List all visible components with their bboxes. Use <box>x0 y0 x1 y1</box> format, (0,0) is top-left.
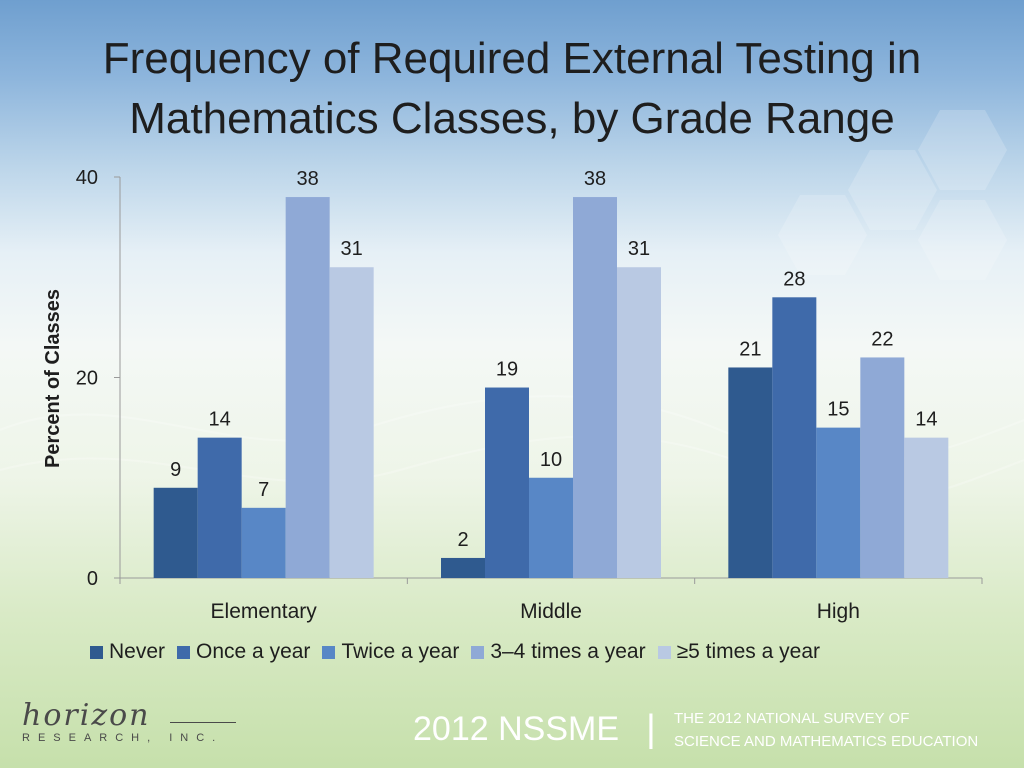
bar <box>441 557 485 578</box>
data-label: 31 <box>341 238 363 260</box>
data-label: 19 <box>496 359 518 381</box>
bar <box>728 367 773 578</box>
data-label: 14 <box>209 409 231 431</box>
data-label: 38 <box>297 168 319 190</box>
legend-label: Once a year <box>196 640 311 663</box>
legend-label: ≥5 times a year <box>676 640 820 663</box>
footer-separator: | <box>646 708 656 750</box>
legend-label: Twice a year <box>341 640 460 663</box>
x-tick-label: High <box>817 600 860 623</box>
chart-title-line-2: Mathematics Classes, by Grade Range <box>129 94 895 143</box>
data-label: 10 <box>540 449 562 471</box>
logo-subtitle: RESEARCH, INC. <box>22 732 224 744</box>
bar <box>485 387 529 578</box>
data-label: 38 <box>584 168 606 190</box>
bar <box>617 267 661 578</box>
logo-underline <box>170 722 236 723</box>
data-label: 21 <box>739 338 761 360</box>
bar <box>573 197 617 579</box>
data-label: 15 <box>827 399 849 421</box>
legend-item: Twice a year <box>322 640 459 664</box>
horizon-research-logo: horizon RESEARCH, INC. <box>20 698 250 754</box>
bar <box>153 487 198 578</box>
y-axis-title: Percent of Classes <box>42 289 64 468</box>
data-label: 31 <box>628 238 650 260</box>
nssme-label: 2012 NSSME <box>413 710 619 748</box>
legend-swatch <box>177 645 191 659</box>
bar <box>860 357 905 578</box>
data-label: 14 <box>915 409 937 431</box>
y-tick-label: 0 <box>87 568 98 590</box>
legend-item: ≥5 times a year <box>657 640 820 664</box>
bar <box>285 197 330 579</box>
legend-swatch <box>90 645 103 659</box>
x-tick-label: Elementary <box>211 600 318 623</box>
survey-name-line-2: SCIENCE AND MATHEMATICS EDUCATION <box>674 733 979 750</box>
data-label: 22 <box>871 328 893 350</box>
survey-name-line-1: THE 2012 NATIONAL SURVEY OF <box>674 710 910 727</box>
bar <box>772 297 817 578</box>
legend-item: Once a year <box>177 640 310 664</box>
bar <box>197 437 242 578</box>
data-label: 7 <box>258 479 269 501</box>
bar <box>529 477 573 578</box>
data-label: 2 <box>457 529 468 551</box>
bar <box>816 427 861 578</box>
logo-script-text: horizon <box>22 698 151 733</box>
data-label: 28 <box>783 268 805 290</box>
chart-title-line-1: Frequency of Required External Testing i… <box>102 34 922 83</box>
bar <box>904 437 949 578</box>
y-tick-label: 20 <box>76 368 98 390</box>
bar <box>241 507 286 578</box>
legend-swatch <box>471 645 485 659</box>
x-tick-label: Middle <box>520 600 582 623</box>
legend-label: 3–4 times a year <box>490 640 646 663</box>
y-tick-label: 40 <box>76 167 98 189</box>
survey-name: THE 2012 NATIONAL SURVEY OF SCIENCE AND … <box>674 707 978 753</box>
legend-swatch <box>322 645 336 659</box>
chart-legend: Never Once a year Twice a year 3–4 times a … <box>90 640 832 664</box>
legend-swatch <box>657 645 671 659</box>
legend-item: 3–4 times a year <box>471 640 646 664</box>
legend-label: Never <box>109 640 166 663</box>
legend-item: Never <box>90 640 165 664</box>
data-label: 9 <box>170 459 181 481</box>
bar <box>329 267 374 578</box>
